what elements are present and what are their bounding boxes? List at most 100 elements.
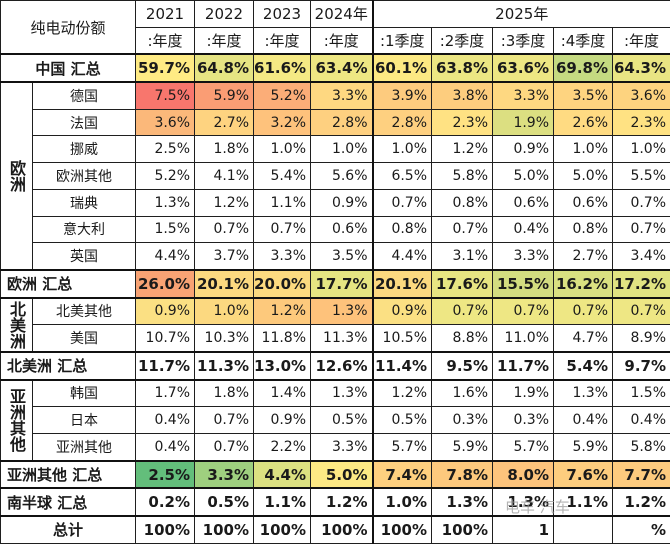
year-header: 2025年 — [373, 1, 670, 28]
share-cell: 0.9% — [493, 136, 554, 163]
share-cell: 3.6% — [136, 109, 195, 136]
share-cell: 1.0% — [311, 136, 373, 163]
region-label: 北美洲 — [1, 298, 33, 352]
share-cell: 3.3% — [311, 434, 373, 461]
share-cell: 2.7% — [195, 109, 254, 136]
share-cell: 3.3% — [195, 461, 254, 489]
share-cell: 7.8% — [432, 461, 493, 489]
share-cell: 1.0% — [254, 136, 311, 163]
share-cell: 4.4% — [136, 243, 195, 270]
share-cell: 100% — [254, 516, 311, 543]
share-cell: 6.5% — [373, 163, 432, 190]
share-cell: 1.5% — [613, 380, 670, 407]
share-cell: 2.8% — [373, 109, 432, 136]
share-cell: 1.2% — [254, 298, 311, 325]
row-label: 亚洲其他 汇总 — [1, 461, 136, 489]
share-cell: 5.7% — [373, 434, 432, 461]
row-label: 意大利 — [33, 216, 136, 243]
share-cell: 0.7% — [195, 434, 254, 461]
share-cell: 11.4% — [373, 352, 432, 380]
share-cell: 63.6% — [493, 54, 554, 82]
share-cell: 3.6% — [613, 82, 670, 109]
share-cell: 5.4% — [254, 163, 311, 190]
share-cell: 1.3% — [136, 189, 195, 216]
share-cell: 0.7% — [613, 189, 670, 216]
share-cell: 64.8% — [195, 54, 254, 82]
share-cell: 0.4% — [493, 216, 554, 243]
year-header: 2024年 — [311, 1, 373, 28]
share-cell: 1.1% — [254, 189, 311, 216]
share-cell: 8.0% — [493, 461, 554, 489]
row-label: 北美洲 汇总 — [1, 352, 136, 380]
watermark: 电车 汽车 — [505, 496, 570, 517]
share-cell: 0.3% — [493, 407, 554, 434]
share-cell: 3.4% — [613, 243, 670, 270]
share-cell: 1.2% — [613, 488, 670, 516]
share-cell: 1.0% — [554, 136, 613, 163]
share-cell: 1.0% — [613, 136, 670, 163]
share-cell: 2.3% — [613, 109, 670, 136]
share-cell — [554, 516, 613, 543]
share-cell: 2.5% — [136, 461, 195, 489]
share-cell: 1.9% — [493, 109, 554, 136]
row-label: 韩国 — [33, 380, 136, 407]
share-cell: 11.8% — [254, 325, 311, 352]
period-header: :年度 — [136, 27, 195, 54]
share-cell: 7.5% — [136, 82, 195, 109]
share-cell: 5.9% — [195, 82, 254, 109]
share-cell: 1.6% — [432, 380, 493, 407]
share-cell: 1.2% — [311, 488, 373, 516]
share-cell: 0.7% — [613, 216, 670, 243]
share-cell: 1.5% — [136, 216, 195, 243]
row-label: 美国 — [33, 325, 136, 352]
share-cell: 100% — [432, 516, 493, 543]
share-cell: 0.6% — [311, 216, 373, 243]
share-cell: 61.6% — [254, 54, 311, 82]
share-cell: 26.0% — [136, 270, 195, 298]
share-cell: 5.9% — [554, 434, 613, 461]
share-cell: 9.5% — [432, 352, 493, 380]
share-cell: 0.9% — [373, 298, 432, 325]
share-cell: 60.1% — [373, 54, 432, 82]
share-cell: 0.9% — [311, 189, 373, 216]
share-cell: 11.7% — [136, 352, 195, 380]
share-cell: 0.4% — [554, 407, 613, 434]
share-cell: 100% — [311, 516, 373, 543]
share-cell: 3.9% — [373, 82, 432, 109]
share-cell: 9.7% — [613, 352, 670, 380]
share-cell: 69.8% — [554, 54, 613, 82]
share-cell: 1 — [493, 516, 554, 543]
share-cell: % — [613, 516, 670, 543]
share-cell: 7.4% — [373, 461, 432, 489]
share-cell: 100% — [195, 516, 254, 543]
row-label: 日本 — [33, 407, 136, 434]
share-cell: 0.4% — [136, 434, 195, 461]
share-cell: 2.5% — [136, 136, 195, 163]
share-cell: 0.5% — [311, 407, 373, 434]
year-header: 2022 — [195, 1, 254, 28]
share-cell: 0.5% — [373, 407, 432, 434]
share-cell: 12.6% — [311, 352, 373, 380]
period-header: :3季度 — [493, 27, 554, 54]
share-cell: 2.3% — [432, 109, 493, 136]
share-cell: 1.0% — [373, 136, 432, 163]
share-cell: 63.4% — [311, 54, 373, 82]
share-cell: 0.4% — [613, 407, 670, 434]
region-label: 欧洲 — [1, 82, 33, 270]
share-cell: 11.3% — [311, 325, 373, 352]
share-cell: 3.7% — [195, 243, 254, 270]
share-cell: 8.9% — [613, 325, 670, 352]
period-header: :年度 — [311, 27, 373, 54]
share-cell: 5.0% — [554, 163, 613, 190]
row-label: 南半球 汇总 — [1, 488, 136, 516]
share-cell: 1.4% — [254, 380, 311, 407]
